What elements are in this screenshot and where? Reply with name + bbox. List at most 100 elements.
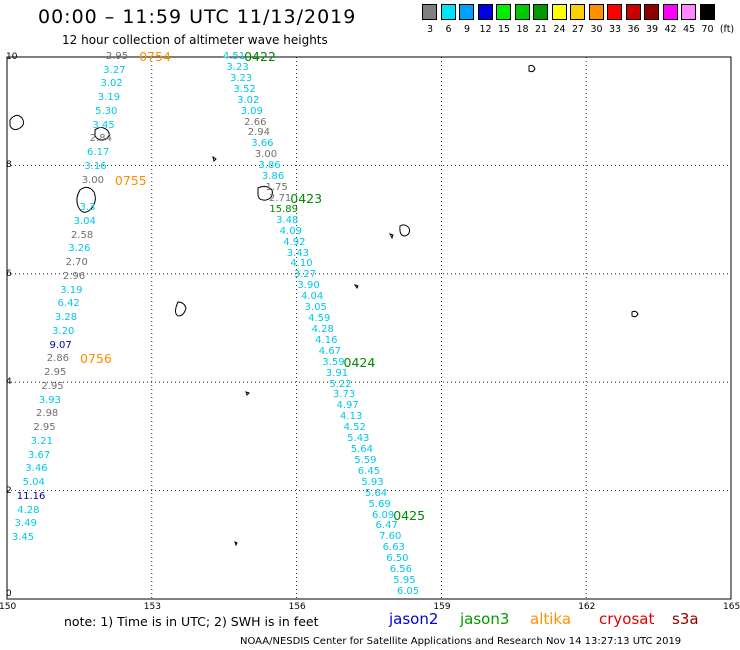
wave-height-value: 3.23 [226,63,248,73]
wave-height-value: 3.02 [100,79,122,89]
longitude-tick-label: 165 [723,602,740,612]
wave-height-value: 3.23 [230,74,252,84]
wave-height-value: 2.70 [66,258,88,268]
latitude-tick-label: 6 [6,269,12,279]
wave-height-value: 11.16 [17,492,46,502]
wave-height-value: 2.95 [33,423,55,433]
wave-height-value: 3.59 [322,358,344,368]
wave-height-value: 4.10 [290,259,312,269]
longitude-tick-label: 150 [0,602,16,612]
wave-height-value: 5.04 [23,478,45,488]
island-outline [10,115,24,129]
wave-height-value: 2.58 [71,231,93,241]
wave-height-value: 3.00 [255,150,277,160]
satellite-legend-item: jason3 [460,610,509,628]
wave-height-value: 4.16 [315,336,337,346]
wave-height-value: 4.09 [280,227,302,237]
satellite-legend-item: s3a [672,610,699,628]
wave-height-value: 3.27 [294,270,316,280]
wave-height-value: 3.05 [305,303,327,313]
track-time-label: 0754 [139,51,171,63]
longitude-tick-label: 153 [144,602,161,612]
wave-height-value: 15.89 [269,205,298,215]
wave-height-value: 2.95 [44,368,66,378]
wave-height-value: 3.48 [276,216,298,226]
wave-height-value: 4.59 [308,314,330,324]
wave-height-value: 5.30 [95,107,117,117]
wave-height-value: 2.95 [106,52,128,62]
island-outline [213,157,216,161]
wave-height-value: 5.59 [354,456,376,466]
wave-height-value: 5.93 [361,478,383,488]
wave-height-value: 3.00 [82,176,104,186]
wave-height-value: 2.98 [36,409,58,419]
longitude-tick-label: 162 [578,602,595,612]
latitude-tick-label: 4 [6,377,12,387]
wave-height-value: 6.50 [386,554,408,564]
wave-height-value: 3.49 [15,519,37,529]
wave-height-value: 3.27 [103,66,125,76]
island-outline [529,65,535,71]
wave-height-value: 3.43 [287,249,309,259]
wave-height-value: 3.16 [84,162,106,172]
wave-height-value: 3.04 [74,217,96,227]
wave-height-value: 2.86 [47,354,69,364]
wave-height-value: 3.3 [80,203,96,213]
track-time-label: 0423 [290,193,322,205]
latitude-tick-label: 2 [6,486,12,496]
wave-height-value: 2.94 [248,128,270,138]
wave-height-value: 3.93 [39,396,61,406]
wave-height-value: 4.97 [336,401,358,411]
wave-height-value: 5.64 [351,445,373,455]
track-time-label: 0422 [244,51,276,63]
wave-height-value: 4.28 [17,506,39,516]
wave-height-value: 3.90 [297,281,319,291]
wave-height-value: 2.84 [90,134,112,144]
wave-height-value: 5.43 [347,434,369,444]
wave-height-value: 3.09 [241,107,263,117]
wave-height-value: 6.17 [87,148,109,158]
track-time-label: 0755 [115,175,147,187]
wave-height-value: 3.86 [262,172,284,182]
track-time-label: 0424 [344,357,376,369]
satellite-legend-item: jason2 [389,610,438,628]
latitude-tick-label: 10 [6,52,17,62]
wave-height-value: 3.45 [12,533,34,543]
wave-height-value: 4.67 [319,347,341,357]
wave-height-value: 5.64 [365,489,387,499]
island-outline [246,392,249,395]
wave-height-value: 2.66 [244,118,266,128]
wave-height-value: 4.51 [223,52,245,62]
wave-height-value: 4.13 [340,412,362,422]
wave-height-value: 4.04 [301,292,323,302]
wave-height-value: 3.20 [52,327,74,337]
wave-height-value: 3.46 [25,464,47,474]
wave-height-value: 6.42 [58,299,80,309]
wave-height-value: 7.60 [379,532,401,542]
wave-height-value: 6.05 [397,587,419,597]
island-outline [632,311,638,316]
island-outline [235,542,237,545]
wave-height-value: 4.52 [344,423,366,433]
island-outline [176,302,187,316]
wave-height-value: 3.45 [92,121,114,131]
wave-height-value: 2.95 [41,382,63,392]
wave-height-value: 3.67 [28,451,50,461]
island-outline [355,285,358,288]
wave-height-value: 3.86 [258,161,280,171]
wave-height-value: 5.69 [368,500,390,510]
wave-height-value: 6.63 [383,543,405,553]
wave-height-value: 3.19 [60,286,82,296]
wave-height-value: 4.28 [312,325,334,335]
wave-height-value: 3.73 [333,390,355,400]
wave-height-value: 6.09 [372,511,394,521]
wave-height-value: 6.45 [358,467,380,477]
latitude-tick-label: 8 [6,160,12,170]
wave-height-value: 3.19 [98,93,120,103]
map-grid [7,57,731,599]
island-outline [400,225,410,236]
island-outline [390,234,393,238]
wave-height-value: 6.56 [390,565,412,575]
wave-height-value: 1.75 [265,183,287,193]
wave-height-value: 5.95 [393,576,415,586]
